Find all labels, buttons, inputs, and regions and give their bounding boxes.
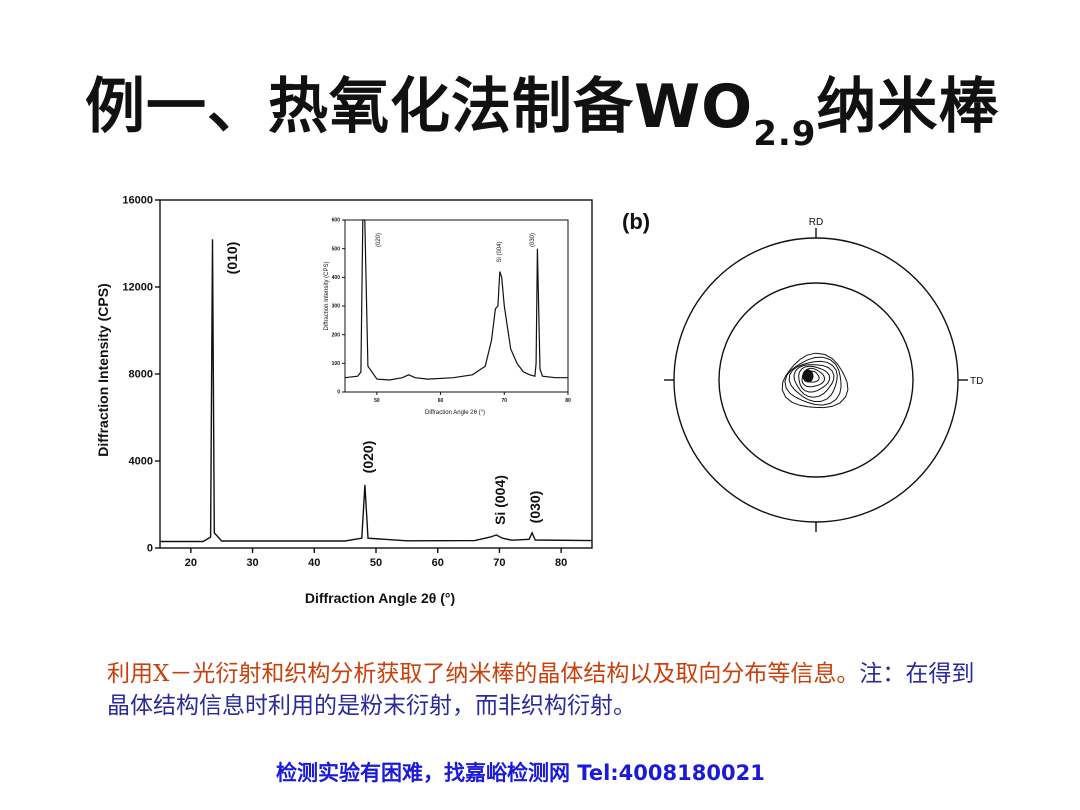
- main-xtick-label: 80: [555, 557, 567, 569]
- main-xtick-label: 50: [370, 557, 382, 569]
- inset-ytick-label: 500: [332, 246, 341, 252]
- main-series-line: [160, 239, 593, 543]
- inset-ytick-label: 300: [332, 304, 341, 310]
- peak-label-010: (010): [224, 242, 240, 275]
- main-xtick-label: 70: [493, 557, 505, 569]
- peak-label-si004: Si (004): [492, 475, 508, 525]
- inset-peak-label-si004: Si (004): [497, 241, 503, 262]
- pole-contour-ring: [798, 365, 831, 393]
- peak-label-030: (030): [527, 491, 543, 524]
- inset-ytick-label: 0: [337, 390, 340, 396]
- inset-ticks: 50 60 70 80 0 100 200 300 400 500 600: [332, 218, 571, 404]
- pole-inner-circle: [718, 282, 914, 478]
- pole-contour-ring: [788, 360, 838, 403]
- inset-ytick-label: 400: [332, 275, 341, 281]
- main-xtick-label: 30: [246, 557, 258, 569]
- pole-contour-ring: [793, 364, 835, 398]
- caption-orange: 利用X－光衍射和织构分析获取了纳米棒的晶体结构以及取向分布等信息。: [107, 661, 860, 687]
- main-ytick-label: 16000: [122, 195, 153, 207]
- inset-ylabel: Diffraction Intensity (CPS): [324, 262, 330, 331]
- inset-ytick-label: 100: [332, 361, 341, 367]
- main-xtick-label: 60: [432, 557, 444, 569]
- pole-rd-label: RD: [809, 217, 823, 228]
- inset-peak-label-030: (030): [530, 233, 536, 247]
- caption-blue: 注：在得到晶体结构信息时利用的是粉末衍射，而非织构衍射。: [107, 661, 975, 719]
- inset-xtick-label: 50: [374, 398, 380, 404]
- main-ytick-label: 0: [147, 543, 153, 555]
- pole-contour-ring: [801, 367, 826, 388]
- pole-contour-ring: [781, 352, 849, 409]
- inset-xlabel: Diffraction Angle 2θ (°): [425, 410, 485, 416]
- footer-contact[interactable]: 检测实验有困难，找嘉峪检测网 Tel:4008180021: [276, 761, 765, 785]
- pole-contours: [781, 352, 849, 409]
- main-xtick-label: 20: [185, 557, 197, 569]
- pole-panel-label: (b): [622, 209, 650, 234]
- pole-contour-core: [802, 369, 814, 383]
- slide-title: 例一、热氧化法制备WO2.9纳米棒: [85, 72, 1000, 154]
- caption: 利用X－光衍射和织构分析获取了纳米棒的晶体结构以及取向分布等信息。注：在得到晶体…: [107, 658, 987, 722]
- pole-contour-ring: [784, 356, 842, 406]
- main-ytick-label: 12000: [122, 282, 153, 294]
- inset-ytick-label: 600: [332, 218, 341, 224]
- pole-outer-circle: [673, 237, 959, 523]
- inset-peak-label-020: (020): [376, 233, 382, 247]
- pole-td-label: TD: [970, 376, 983, 387]
- main-xtick-label: 40: [308, 557, 320, 569]
- main-ytick-label: 4000: [129, 456, 153, 468]
- inset-xtick-label: 70: [502, 398, 508, 404]
- inset-ytick-label: 200: [332, 332, 341, 338]
- main-ylabel: Diffraction Intensity (CPS): [95, 283, 111, 456]
- inset-xtick-label: 60: [438, 398, 444, 404]
- main-ytick-label: 8000: [129, 369, 153, 381]
- pole-figure: (b) RD TD: [622, 209, 983, 532]
- peak-label-020: (020): [360, 441, 376, 474]
- inset-xtick-label: 80: [565, 398, 571, 404]
- main-xlabel: Diffraction Angle 2θ (°): [305, 590, 455, 606]
- inset-series-line: [344, 219, 568, 381]
